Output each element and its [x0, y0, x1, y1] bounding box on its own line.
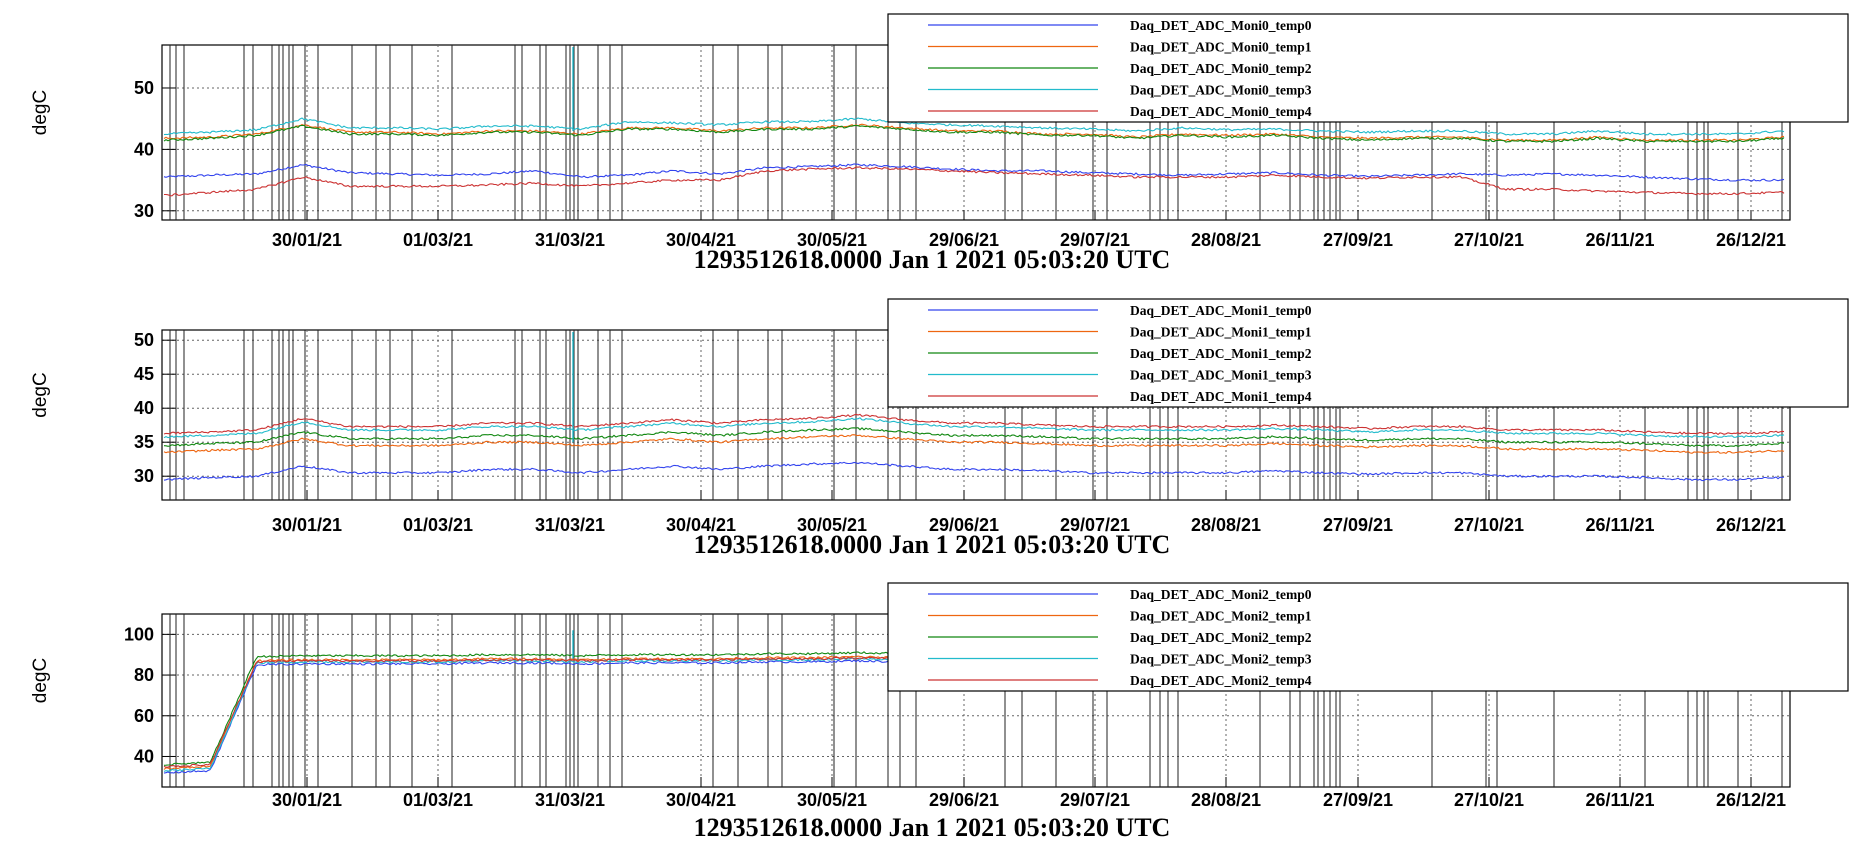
x-tick-label: 28/08/21	[1191, 790, 1261, 810]
x-tick-label: 01/03/21	[403, 230, 473, 250]
x-tick-label: 30/01/21	[272, 515, 342, 535]
legend-label: Daq_DET_ADC_Moni2_temp3	[1130, 652, 1312, 667]
x-tick-label: 29/07/21	[1060, 515, 1130, 535]
x-tick-label: 29/06/21	[929, 790, 999, 810]
series-line-1	[163, 434, 1785, 455]
chart-panel-1: 30 35 40 45 50 30/01/21 01/03/21 31/03/21 30/04/…	[30, 298, 1849, 559]
x-tick-label: 27/10/21	[1454, 515, 1524, 535]
legend-label: Daq_DET_ADC_Moni1_temp1	[1130, 325, 1312, 340]
x-tick-label: 01/03/21	[403, 790, 473, 810]
y-tick-label: 100	[124, 624, 154, 644]
y-tick-label: 30	[134, 201, 154, 221]
x-tick-label: 26/12/21	[1716, 515, 1786, 535]
y-axis-label: degC	[30, 372, 51, 417]
x-tick-label: 26/11/21	[1585, 230, 1654, 250]
legend-label: Daq_DET_ADC_Moni1_temp3	[1130, 368, 1312, 383]
x-axis-title: 1293512618.0000 Jan 1 2021 05:03:20 UTC	[694, 813, 1171, 842]
y-tick-label: 50	[134, 330, 154, 350]
x-tick-label: 27/10/21	[1454, 790, 1524, 810]
x-tick-label: 29/06/21	[929, 230, 999, 250]
legend-label: Daq_DET_ADC_Moni2_temp1	[1130, 609, 1312, 624]
series-line-1	[163, 123, 1785, 142]
legend-label: Daq_DET_ADC_Moni0_temp1	[1130, 40, 1312, 55]
x-axis-title: 1293512618.0000 Jan 1 2021 05:03:20 UTC	[694, 530, 1171, 559]
legend-label: Daq_DET_ADC_Moni0_temp4	[1130, 104, 1312, 119]
y-tick-label: 35	[134, 432, 154, 452]
series-line-2	[163, 124, 1785, 144]
y-tick-label: 30	[134, 466, 154, 486]
x-axis-title: 1293512618.0000 Jan 1 2021 05:03:20 UTC	[694, 245, 1171, 274]
x-tick-label: 26/11/21	[1585, 790, 1654, 810]
legend-label: Daq_DET_ADC_Moni2_temp0	[1130, 587, 1312, 602]
series-line-3	[163, 417, 1785, 439]
series-line-0	[163, 461, 1785, 482]
chart-panel-0: 30 40 50 30/01/21 01/03/21 31/03/21 30/04/21 30…	[30, 13, 1849, 274]
x-tick-label: 29/07/21	[1060, 790, 1130, 810]
y-axis-label: degC	[30, 658, 51, 703]
legend-label: Daq_DET_ADC_Moni1_temp2	[1130, 346, 1312, 361]
y-tick-label: 60	[134, 706, 154, 726]
y-tick-label: 40	[134, 139, 154, 159]
legend-label: Daq_DET_ADC_Moni1_temp4	[1130, 389, 1312, 404]
series-line-2	[163, 427, 1785, 448]
x-tick-label: 30/01/21	[272, 230, 342, 250]
series-line-4	[164, 166, 1785, 197]
x-tick-label: 28/08/21	[1191, 515, 1261, 535]
legend-label: Daq_DET_ADC_Moni0_temp2	[1130, 61, 1312, 76]
x-tick-label: 30/01/21	[272, 790, 342, 810]
x-tick-label: 29/06/21	[929, 515, 999, 535]
chart-panel-2: 40 60 80 100 30/01/21 01/03/21 31/03/21 30/04/2…	[30, 582, 1849, 842]
legend: Daq_DET_ADC_Moni2_temp0 Daq_DET_ADC_Moni2…	[887, 582, 1849, 692]
series-line-0	[163, 163, 1785, 182]
x-tick-label: 26/12/21	[1716, 790, 1786, 810]
y-tick-label: 40	[134, 398, 154, 418]
x-tick-label: 27/09/21	[1323, 790, 1393, 810]
x-tick-label: 30/05/21	[797, 515, 867, 535]
y-axis-label: degC	[30, 90, 51, 135]
x-tick-label: 30/04/21	[666, 230, 736, 250]
x-tick-label: 28/08/21	[1191, 230, 1261, 250]
x-tick-label: 30/04/21	[666, 515, 736, 535]
x-tick-label: 26/12/21	[1716, 230, 1786, 250]
x-tick-label: 26/11/21	[1585, 515, 1654, 535]
x-tick-label: 27/10/21	[1454, 230, 1524, 250]
x-tick-label: 01/03/21	[403, 515, 473, 535]
y-tick-label: 40	[134, 746, 154, 766]
y-tick-label: 80	[134, 665, 154, 685]
x-tick-label: 31/03/21	[535, 515, 605, 535]
legend: Daq_DET_ADC_Moni1_temp0 Daq_DET_ADC_Moni1…	[887, 298, 1849, 408]
x-tick-label: 31/03/21	[535, 790, 605, 810]
series-line-4	[163, 413, 1785, 436]
x-tick-label: 30/05/21	[797, 790, 867, 810]
x-tick-label: 29/07/21	[1060, 230, 1130, 250]
x-tick-label: 30/05/21	[797, 230, 867, 250]
series-line-3	[163, 117, 1785, 136]
legend-label: Daq_DET_ADC_Moni2_temp4	[1130, 673, 1312, 688]
legend: Daq_DET_ADC_Moni0_temp0 Daq_DET_ADC_Moni0…	[887, 13, 1849, 123]
y-tick-label: 45	[134, 364, 154, 384]
legend-label: Daq_DET_ADC_Moni1_temp0	[1130, 303, 1312, 318]
x-tick-label: 27/09/21	[1323, 230, 1393, 250]
legend-label: Daq_DET_ADC_Moni2_temp2	[1130, 630, 1312, 645]
x-tick-label: 30/04/21	[666, 790, 736, 810]
y-tick-label: 50	[134, 78, 154, 98]
x-tick-label: 27/09/21	[1323, 515, 1393, 535]
legend-label: Daq_DET_ADC_Moni0_temp3	[1130, 83, 1312, 98]
x-tick-label: 31/03/21	[535, 230, 605, 250]
legend-label: Daq_DET_ADC_Moni0_temp0	[1130, 18, 1312, 33]
